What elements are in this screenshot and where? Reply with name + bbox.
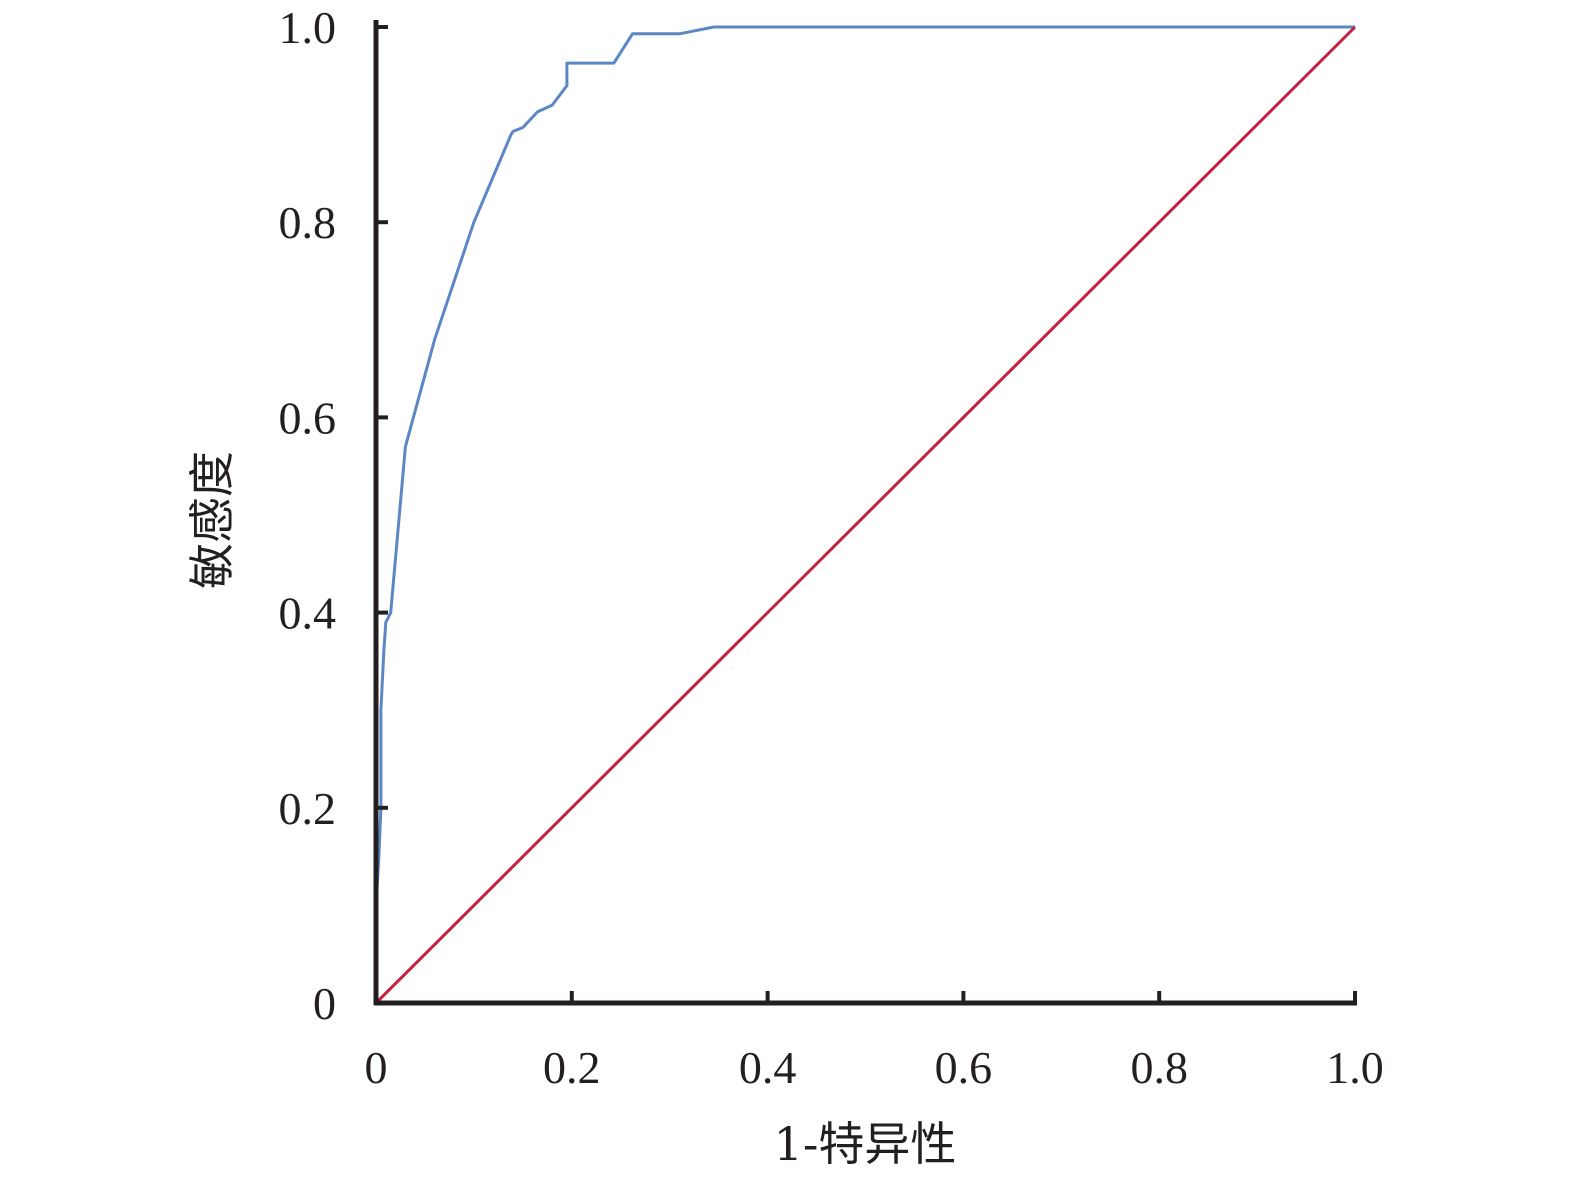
x-tick-label: 0.6 (935, 1042, 993, 1093)
x-tick-label: 0.8 (1130, 1042, 1188, 1093)
x-axis-title: 1-特异性 (774, 1117, 957, 1171)
y-tick-label: 0.2 (279, 783, 337, 834)
x-tick-label: 0 (365, 1042, 388, 1093)
x-tick-label: 0.4 (739, 1042, 797, 1093)
y-tick-label: 0.8 (279, 197, 337, 248)
y-tick-label: 1.0 (279, 2, 337, 53)
series-line-2 (374, 25, 1357, 1005)
y-tick-label: 0.4 (279, 588, 337, 639)
y-tick-label: 0.6 (279, 392, 337, 443)
tick-layer: 00 0.2 0.2 0.4 0.4 0.6 0.6 0.8 0.8 1.0 1.0 (279, 2, 1384, 1093)
series-layer (374, 25, 1357, 1005)
series-line-1 (374, 25, 1355, 1003)
y-tick-label: 0 (313, 978, 336, 1029)
x-tick-label: 0.2 (543, 1042, 601, 1093)
x-tick-label: 1.0 (1326, 1042, 1384, 1093)
y-axis-title: 敏感度 (185, 451, 239, 589)
